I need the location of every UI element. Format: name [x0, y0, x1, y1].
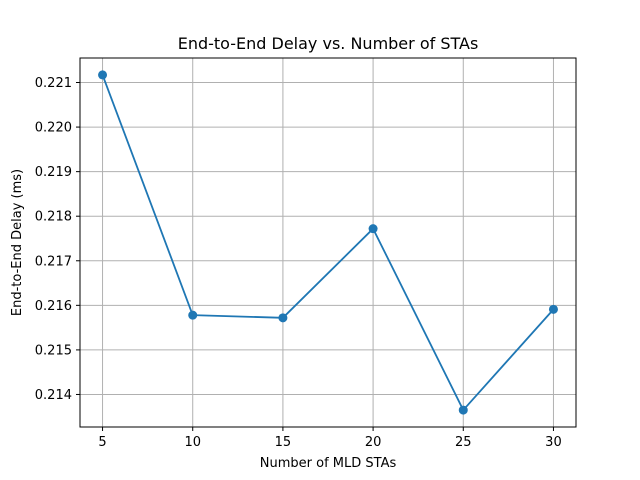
x-tick-label: 20: [365, 435, 382, 450]
x-tick-label: 5: [98, 435, 106, 450]
y-tick-label: 0.215: [35, 343, 72, 358]
data-point: [278, 313, 288, 323]
data-point: [368, 224, 378, 234]
series-layer: [98, 70, 558, 415]
y-tick-label: 0.214: [35, 388, 72, 403]
y-tick-label: 0.218: [35, 210, 72, 225]
plot-frame: [79, 57, 577, 428]
y-tick-label: 0.217: [35, 254, 72, 269]
x-tick-label: 30: [545, 435, 562, 450]
y-tick-label: 0.216: [35, 299, 72, 314]
y-tick-label: 0.219: [35, 165, 72, 180]
data-point: [458, 405, 468, 415]
x-tick-label: 15: [275, 435, 292, 450]
y-axis-label: End-to-End Delay (ms): [10, 169, 25, 316]
y-tick-label: 0.220: [35, 121, 72, 136]
x-axis-label: Number of MLD STAs: [260, 456, 397, 471]
x-tick-label: 10: [184, 435, 201, 450]
y-tick-label: 0.221: [35, 76, 72, 91]
x-axis-ticks: 5 10 15 20 25 30: [98, 427, 562, 450]
x-tick-label: 25: [455, 435, 472, 450]
y-axis-ticks: 0.214 0.215 0.216 0.217 0.218 0.219 0.220 0.221: [35, 76, 80, 403]
data-point: [98, 70, 108, 80]
grid: [80, 58, 576, 427]
data-point: [548, 304, 558, 314]
data-point: [188, 310, 198, 320]
chart-title: End-to-End Delay vs. Number of STAs: [178, 34, 479, 53]
series-line: [101, 74, 555, 411]
